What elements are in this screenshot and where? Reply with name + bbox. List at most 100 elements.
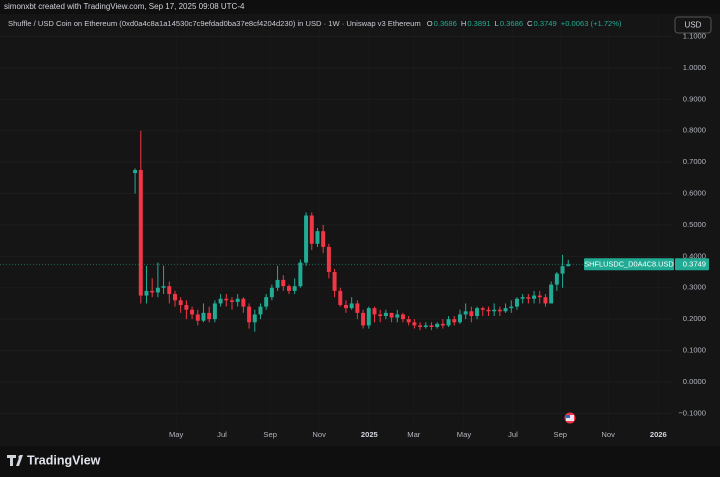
candle-body [207,312,212,320]
x-tick-label: Jul [508,430,518,439]
candle-body [366,308,371,326]
candle-body [423,325,428,328]
y-tick-label: 0.9000 [683,94,706,103]
chart-title: Shuffle / USD Coin on Ethereum (0xd0a4c8… [8,19,421,28]
symbol-tag: SHFLUSDC_D0A4C8.USD [584,260,674,269]
candle-body [264,297,269,307]
ohlc-legend: O 0.3686 H 0.3891 L 0.3686 C 0.3749 +0.0063 (+1.… [427,19,622,28]
legend-value: 0.3891 [467,19,490,28]
candle-body [218,298,223,304]
candle-body [457,314,462,323]
candle-body [389,312,394,318]
candle-body [514,298,519,307]
candle-body [190,309,195,315]
candle-body [201,312,206,321]
y-tick-label: 0.1000 [683,346,706,355]
candle-body [480,308,485,310]
candle-body [452,319,457,323]
y-tick-label: 0.7000 [683,157,706,166]
candle-body [400,314,405,320]
candle-body [315,231,320,244]
candle-body [361,312,366,326]
candle-body [435,323,440,328]
candle-body [195,314,200,321]
legend-key: H [461,19,466,28]
currency-button-label[interactable]: USD [685,21,702,30]
currency-button[interactable] [674,16,712,34]
candle-body [406,319,411,323]
x-tick-label: Nov [312,430,326,439]
candle-body [343,305,348,309]
x-tick-label: Nov [601,430,615,439]
x-tick-label: 2026 [650,430,667,439]
candle-body [503,308,508,312]
candle-body [418,325,423,328]
legend-key: C [527,19,533,28]
candle-body [281,279,286,287]
legend-change: +0.0063 (+1.72%) [561,19,622,28]
candle-body [332,272,337,291]
candle-body [554,273,559,285]
brand-name: TradingView [27,453,101,467]
candle-body [258,306,263,315]
candle-body [167,286,172,295]
candle-body [161,286,166,288]
candle-body [241,298,246,307]
candle-body [338,290,343,306]
candle-body [292,286,297,291]
legend-value: 0.3686 [500,19,523,28]
x-tick-label: 2025 [361,430,379,439]
candle-body [178,300,183,306]
x-tick-label: Jul [217,430,227,439]
candle-body [549,284,554,304]
symbol-tag-bg [584,258,674,271]
candle-body [229,300,234,302]
y-tick-label: 1.1000 [683,31,706,40]
candle-body [372,308,377,315]
candle-body [144,290,149,296]
x-tick-label: Sep [554,430,568,439]
legend-key: O [427,19,433,28]
candle-body [492,309,497,312]
price-tag-bg [675,258,709,271]
candle-body [326,246,331,273]
candle-body [560,266,565,274]
candle-body [429,325,434,328]
y-tick-label: 0.4000 [683,251,706,260]
candle-body [298,262,303,287]
candle-body [469,311,474,317]
x-tick-label: Sep [263,430,277,439]
candle-body [440,323,445,326]
candle-body [378,314,383,317]
candle-body [349,303,354,309]
y-tick-label: 0.2000 [683,314,706,323]
candles [0,130,672,332]
candle-body [184,305,189,310]
candle-body [150,290,155,293]
candle-body [172,294,177,301]
candle-body [446,319,451,326]
candle-body [304,215,309,263]
y-tick-label: 0.3000 [683,283,706,292]
candle-body [412,322,417,326]
candle-body [321,231,326,247]
candle-body [532,295,537,299]
candle-body [509,306,514,309]
x-tick-label: May [457,430,472,439]
x-tick-label: May [169,430,184,439]
candle-body [537,295,542,298]
y-tick-label: 0.0000 [683,377,706,386]
event-marker-canton [566,415,570,418]
candle-body [395,314,400,318]
candle-body [247,306,252,323]
candle-body [520,297,525,299]
candle-body [486,309,491,312]
brand-logo [7,455,23,466]
candle-body [383,312,388,317]
axes: 1.1000 1.0000 0.9000 0.8000 0.7000 0.6000 0.50… [169,31,709,439]
candle-body [355,303,360,313]
y-tick-label: 0.5000 [683,220,706,229]
candle-body [155,287,160,293]
candle-body [224,298,229,301]
y-tick-label: −0.1000 [678,408,706,417]
